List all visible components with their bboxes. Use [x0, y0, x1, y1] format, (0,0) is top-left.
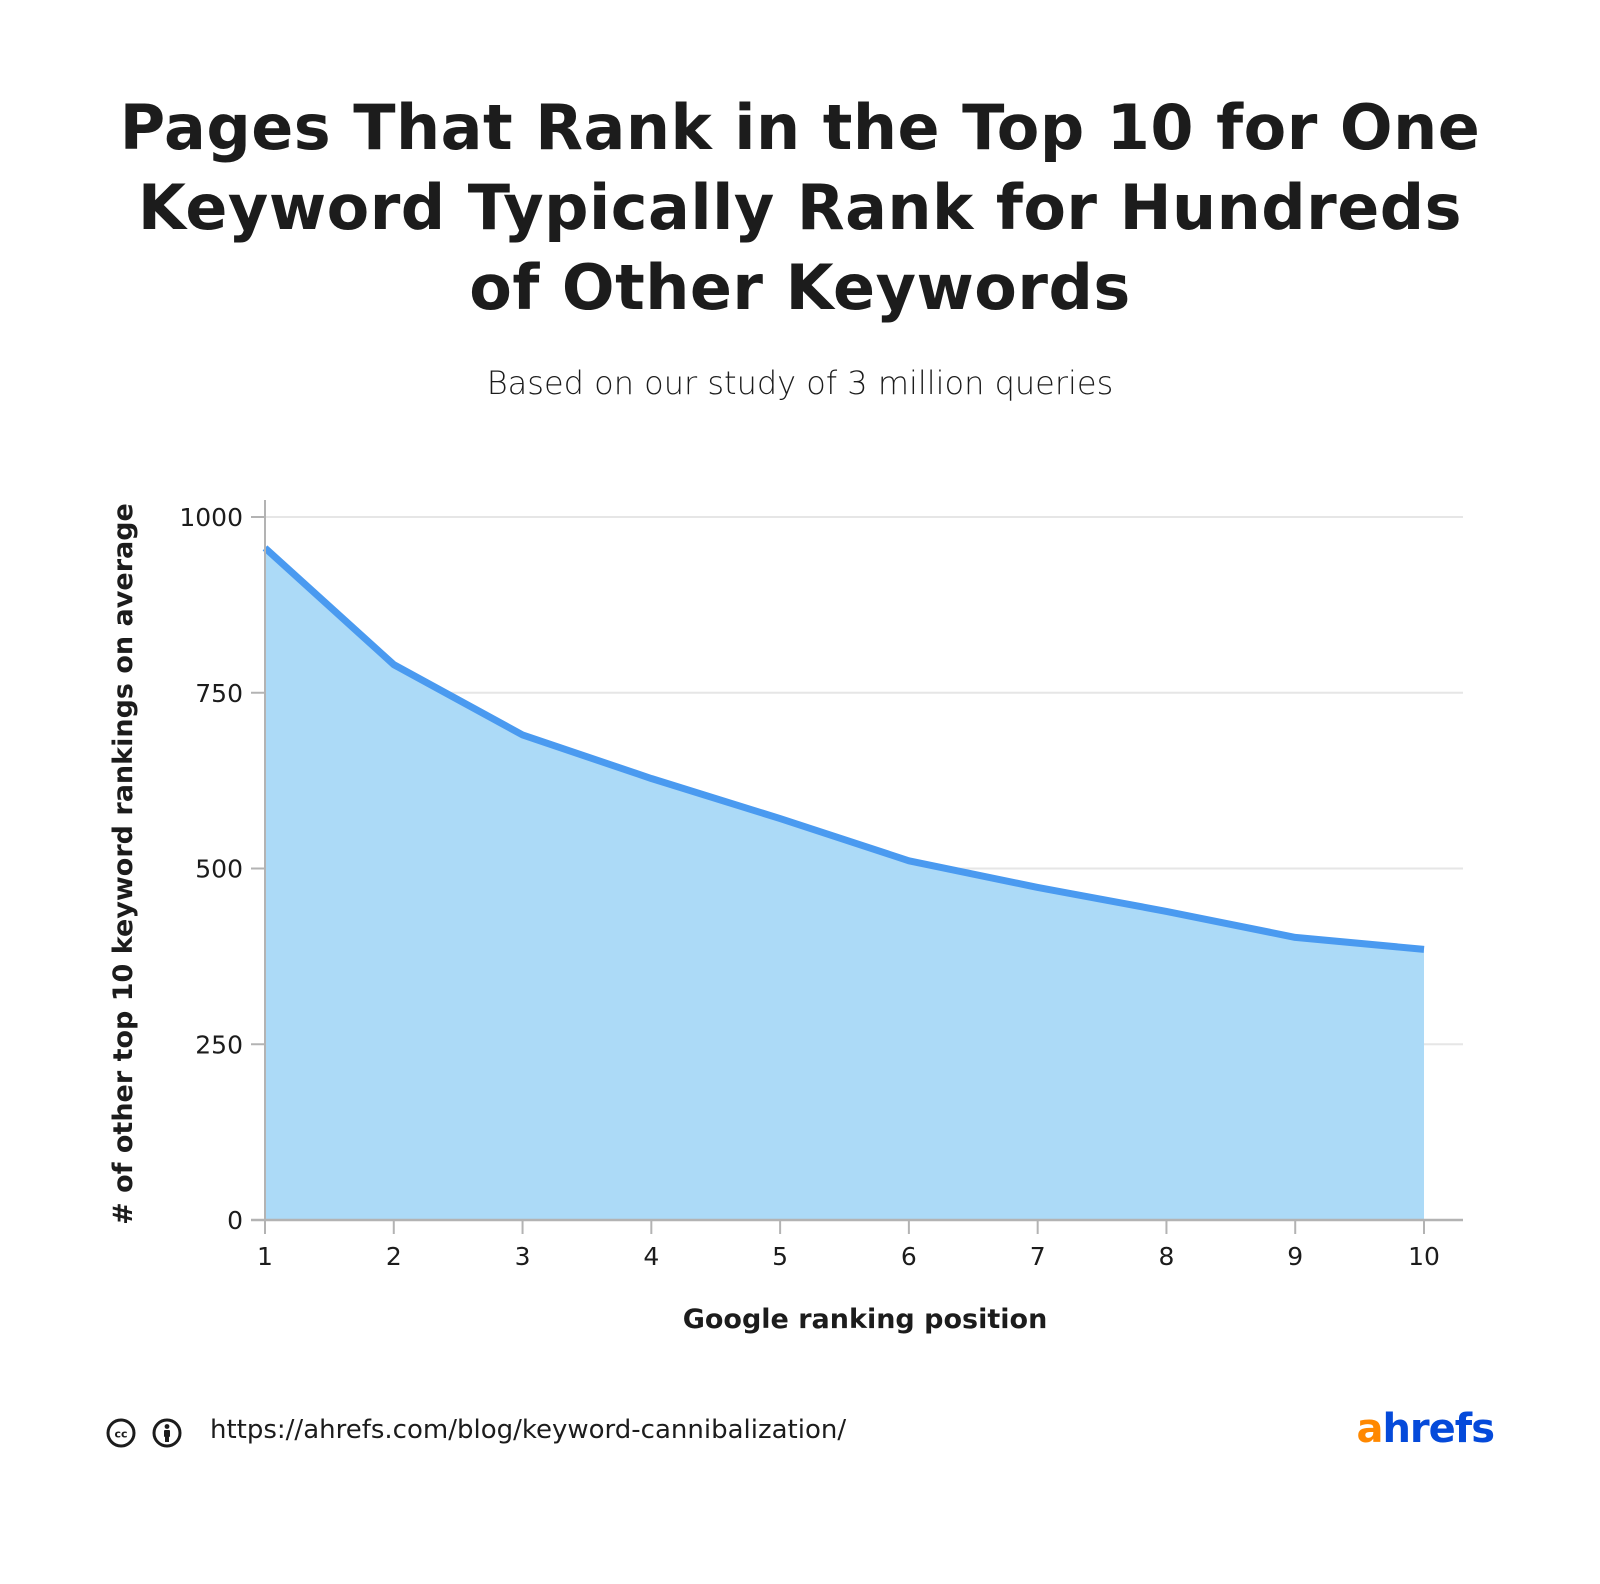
- x-tick-label: 6: [901, 1242, 917, 1271]
- x-tick-label: 4: [643, 1242, 659, 1271]
- y-tick-label: 750: [195, 679, 243, 708]
- x-tick-label: 8: [1158, 1242, 1174, 1271]
- chart-title-line-2: Keyword Typically Rank for Hundreds: [137, 171, 1463, 244]
- chart-title-line-3: of Other Keywords: [469, 251, 1131, 324]
- y-axis-label: # of other top 10 keyword rankings on av…: [108, 503, 139, 1225]
- y-tick-label: 500: [195, 855, 243, 884]
- y-tick-label: 250: [195, 1030, 243, 1059]
- attribution-icon: [152, 1418, 182, 1448]
- chart-title-line-1: Pages That Rank in the Top 10 for One: [119, 91, 1481, 164]
- y-tick-label: 0: [227, 1206, 243, 1235]
- x-tick-label: 5: [772, 1242, 788, 1271]
- data-line: [262, 545, 1425, 953]
- area-fill: [265, 547, 1424, 1220]
- y-tick-label: 1000: [179, 503, 243, 532]
- ahrefs-logo: ahrefs: [1356, 1406, 1495, 1452]
- x-tick-label: 9: [1287, 1242, 1303, 1271]
- x-tick-label: 7: [1030, 1242, 1046, 1271]
- x-tick-label: 1: [257, 1242, 273, 1271]
- chart-title: Pages That Rank in the Top 10 for One Ke…: [0, 88, 1600, 328]
- x-tick-label: 3: [515, 1242, 531, 1271]
- axes: [251, 500, 1463, 1222]
- x-axis-label: Google ranking position: [683, 1304, 1048, 1335]
- y-axis-ticks: 0 250 500 750 1000: [179, 503, 265, 1235]
- x-tick-label: 10: [1408, 1242, 1440, 1271]
- x-tick-label: 2: [386, 1242, 402, 1271]
- svg-text:cc: cc: [114, 1428, 127, 1441]
- x-axis-ticks: 1 2 3 4 5 6 7 8 9 10: [257, 1220, 1440, 1271]
- chart-subtitle: Based on our study of 3 million queries: [486, 364, 1114, 402]
- source-link[interactable]: https://ahrefs.com/blog/keyword-cannibal…: [210, 1415, 847, 1445]
- creative-commons-icon: cc: [106, 1418, 136, 1448]
